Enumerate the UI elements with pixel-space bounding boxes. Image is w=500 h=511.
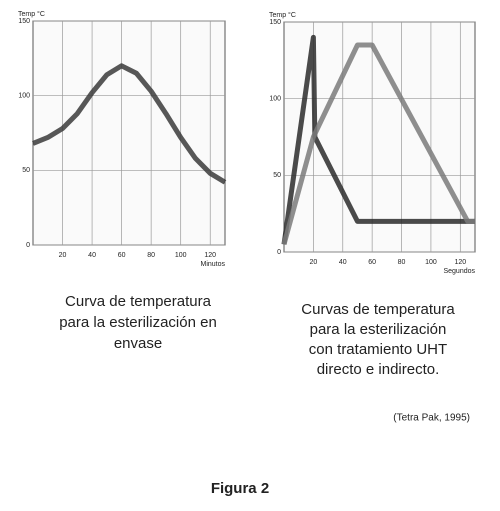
y-tick-label: 50 bbox=[22, 167, 30, 174]
caption-line: Curva de temperatura bbox=[65, 293, 212, 310]
x-tick-label: 80 bbox=[398, 259, 406, 266]
caption-line: para la esterilización en bbox=[59, 314, 217, 331]
figure-label: Figura 2 bbox=[211, 480, 269, 497]
y-tick-label: 0 bbox=[26, 242, 30, 249]
plot-area bbox=[32, 20, 226, 246]
x-tick-label: 100 bbox=[175, 252, 187, 259]
y-axis-label: Temp °C bbox=[269, 11, 296, 19]
x-tick-label: 120 bbox=[454, 259, 466, 266]
caption-line: con tratamiento UHT bbox=[309, 341, 447, 358]
source: (Tetra Pak, 1995) bbox=[393, 413, 470, 424]
x-axis-label: Segundos bbox=[443, 268, 475, 275]
caption-line: Curvas de temperatura bbox=[301, 301, 455, 318]
x-tick-label: 20 bbox=[59, 252, 67, 259]
x-tick-label: 100 bbox=[425, 259, 437, 266]
caption-line: para la esterilización bbox=[310, 321, 447, 338]
y-tick-label: 0 bbox=[277, 249, 281, 256]
line-series bbox=[32, 63, 227, 185]
y-tick-label: 100 bbox=[18, 93, 30, 100]
y-tick-label: 50 bbox=[273, 172, 281, 179]
x-tick-label: 40 bbox=[88, 252, 96, 259]
caption-line: envase bbox=[114, 335, 162, 352]
x-tick-label: 60 bbox=[368, 259, 376, 266]
y-axis-label: Temp °C bbox=[18, 10, 45, 18]
x-tick-label: 20 bbox=[309, 259, 317, 266]
y-tick-label: 100 bbox=[269, 96, 281, 103]
x-tick-label: 60 bbox=[118, 252, 126, 259]
caption-line: directo e indirecto. bbox=[317, 361, 440, 378]
x-tick-label: 80 bbox=[147, 252, 155, 259]
x-axis-label: Minutos bbox=[200, 261, 225, 268]
x-tick-label: 120 bbox=[204, 252, 216, 259]
line-series bbox=[281, 42, 475, 245]
x-tick-label: 40 bbox=[339, 259, 347, 266]
y-tick-label: 150 bbox=[18, 18, 30, 25]
y-tick-label: 150 bbox=[269, 19, 281, 26]
